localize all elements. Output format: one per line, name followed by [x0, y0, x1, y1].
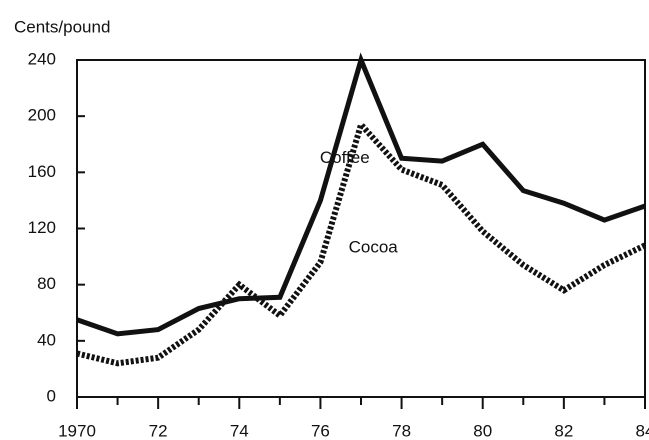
y-tick-label: 240: [28, 49, 56, 68]
series-label: Coffee: [320, 148, 370, 167]
y-tick-label: 40: [37, 330, 56, 349]
series-label: Cocoa: [349, 238, 399, 257]
y-tick-label: 160: [28, 162, 56, 181]
y-axis-label: Cents/pound: [14, 17, 110, 36]
x-tick-label: 84: [636, 421, 649, 440]
y-tick-label: 80: [37, 274, 56, 293]
y-tick-label: 200: [28, 106, 56, 125]
x-tick-label: 78: [392, 421, 411, 440]
x-tick-label: 82: [554, 421, 573, 440]
x-tick-label: 1970: [58, 421, 96, 440]
series-line: [76, 52, 646, 337]
x-tick-label: 80: [473, 421, 492, 440]
x-tick-label: 74: [230, 421, 249, 440]
y-tick-label: 120: [28, 218, 56, 237]
plot-frame: [76, 59, 646, 398]
x-tick-label: 76: [311, 421, 330, 440]
y-tick-label: 0: [47, 386, 56, 405]
x-tick-label: 72: [149, 421, 168, 440]
